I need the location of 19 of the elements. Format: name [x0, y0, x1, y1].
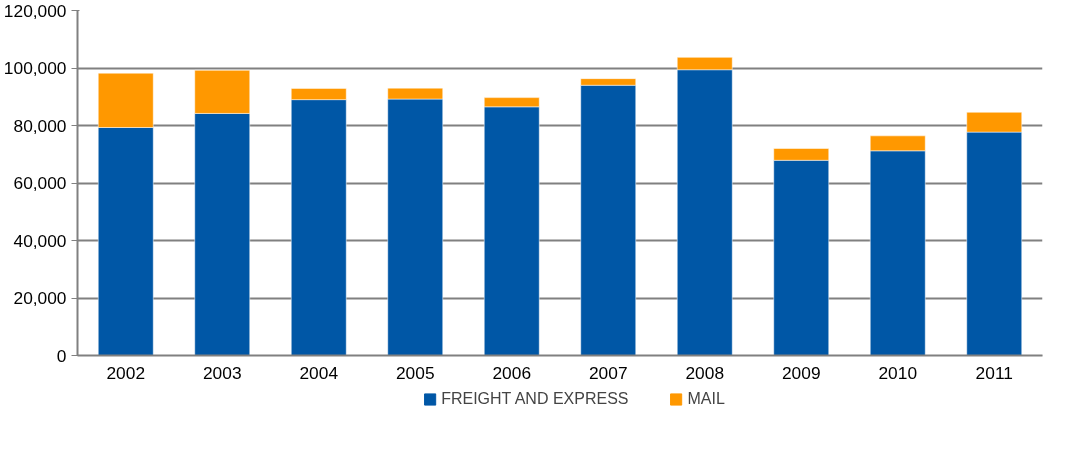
y-tick-label: 80,000: [13, 115, 67, 136]
x-tick-label: 2010: [878, 362, 918, 383]
x-tick-label: 2002: [106, 362, 146, 383]
x-tick-label: 2003: [202, 362, 242, 383]
legend-label: MAIL: [687, 390, 725, 408]
x-tick-label: 2007: [588, 362, 628, 383]
x-tick-label: 2004: [299, 362, 339, 383]
y-tick-label: 0: [56, 345, 67, 366]
y-tick-label: 120,000: [3, 0, 67, 21]
x-tick-label: 2005: [395, 362, 435, 383]
x-tick-label: 2009: [781, 362, 821, 383]
x-tick-label: 2006: [492, 362, 532, 383]
y-tick-label: 60,000: [13, 173, 67, 193]
y-tick-label: 100,000: [3, 58, 67, 78]
x-tick-label: 2008: [685, 362, 725, 383]
legend-label: FREIGHT AND EXPRESS: [441, 390, 629, 408]
x-tick-label: 2011: [975, 362, 1013, 383]
y-tick-label: 40,000: [13, 230, 67, 251]
y-tick-label: 20,000: [13, 288, 67, 308]
